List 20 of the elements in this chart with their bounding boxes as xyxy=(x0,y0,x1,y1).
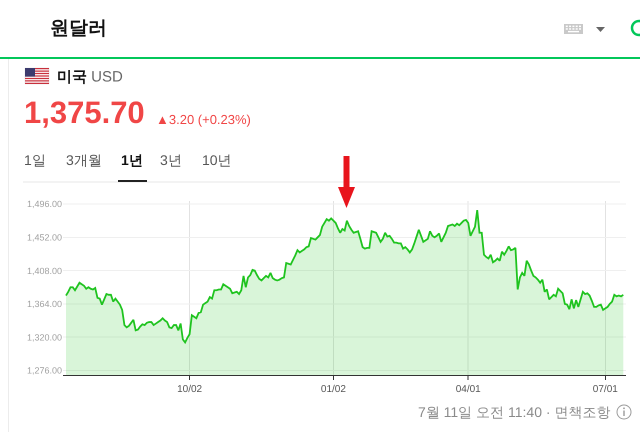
x-tick-label: 04/01 xyxy=(456,384,482,395)
text: 3년 xyxy=(160,152,182,168)
y-tick-label: 1,320.00 xyxy=(26,332,62,342)
text: 10년 xyxy=(202,152,232,168)
y-tick-label: 1,408.00 xyxy=(26,266,62,276)
x-tick-label: 07/01 xyxy=(592,384,618,395)
chart-title: 미국 USD xyxy=(57,68,124,86)
text: 3개월 xyxy=(66,152,102,168)
y-tick-label: 1,364.00 xyxy=(26,299,62,310)
text: 7월 11일 오전 11:40 · 면책조항 xyxy=(418,404,610,420)
y-tick-label: 1,276.00 xyxy=(26,366,62,376)
text: 1년 xyxy=(121,152,143,168)
text: 원달러 xyxy=(50,18,107,39)
y-tick-label: 1,452.00 xyxy=(26,232,62,242)
x-tick-label: 01/02 xyxy=(320,384,346,395)
text: ▲3.20 (+0.23%) xyxy=(156,112,251,127)
y-tick-label: 1,496.00 xyxy=(26,199,62,210)
x-tick-label: 10/02 xyxy=(177,384,203,395)
chart-subtitle: 1,375.70 xyxy=(24,95,145,130)
text: 1일 xyxy=(24,152,46,168)
